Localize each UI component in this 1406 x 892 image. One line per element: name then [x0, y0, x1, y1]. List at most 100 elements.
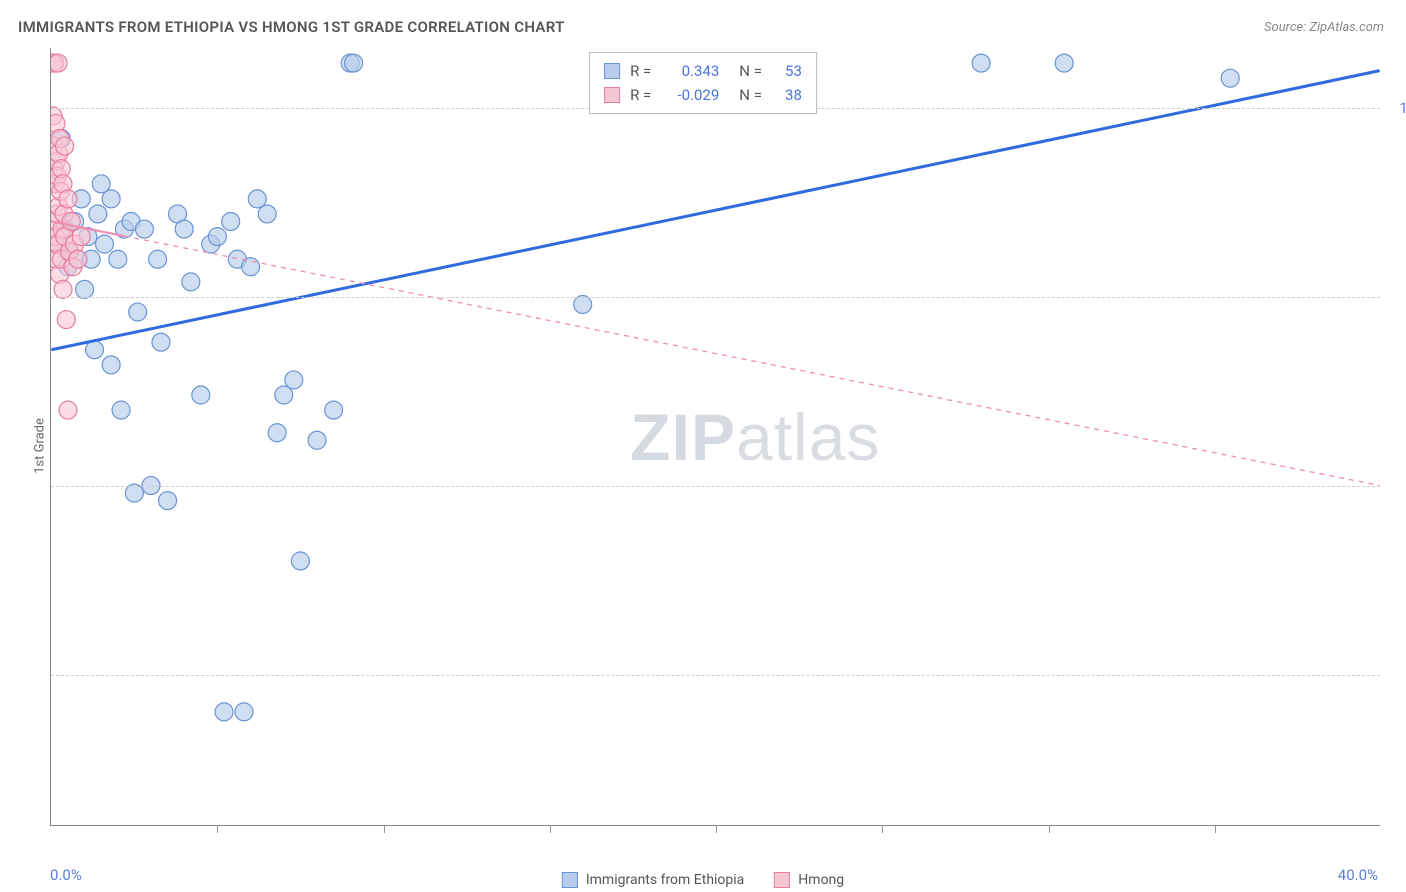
hmong-point — [72, 228, 90, 246]
hmong-point — [57, 311, 75, 329]
ethiopia-point — [115, 220, 133, 238]
ethiopia-point — [95, 235, 113, 253]
y-tick-label: 100.0% — [1388, 99, 1406, 117]
y-tick-label: 97.5% — [1388, 288, 1406, 306]
watermark-atlas: atlas — [736, 400, 880, 474]
stats-n-value: 38 — [772, 83, 802, 107]
ethiopia-point — [308, 431, 326, 449]
ethiopia-point — [1221, 69, 1239, 87]
stats-r-label: R = — [630, 83, 651, 107]
hmong-point — [51, 235, 67, 253]
ethiopia-point — [972, 54, 990, 72]
hmong-legend-swatch-icon — [774, 872, 790, 888]
ethiopia-point — [228, 250, 246, 268]
ethiopia-point — [192, 386, 210, 404]
ethiopia-point — [89, 205, 107, 223]
hmong-point — [51, 205, 66, 223]
hmong-point — [54, 280, 72, 298]
bottom-legend: Immigrants from Ethiopia Hmong — [562, 872, 844, 888]
grid-line — [51, 486, 1380, 487]
ethiopia-point — [52, 130, 70, 148]
ethiopia-point — [59, 258, 77, 276]
ethiopia-point — [169, 205, 187, 223]
ethiopia-point — [175, 220, 193, 238]
ethiopia-point — [182, 273, 200, 291]
x-tick — [550, 825, 551, 833]
hmong-point — [59, 190, 77, 208]
ethiopia-point — [72, 190, 90, 208]
ethiopia-point — [86, 341, 104, 359]
legend-label: Hmong — [798, 872, 844, 888]
x-axis-min-label: 0.0% — [50, 866, 82, 884]
source-label: Source: ZipAtlas.com — [1264, 20, 1384, 35]
hmong-point — [66, 235, 84, 253]
legend-item-ethiopia: Immigrants from Ethiopia — [562, 872, 744, 888]
x-tick — [384, 825, 385, 833]
hmong-point — [53, 220, 71, 238]
hmong-point — [51, 137, 63, 155]
ethiopia-point — [135, 220, 153, 238]
stats-box: R =0.343N =53R =-0.029N =38 — [589, 52, 817, 114]
ethiopia-point — [102, 356, 120, 374]
hmong-point — [51, 228, 64, 246]
ethiopia-point — [51, 235, 67, 253]
ethiopia-point — [1055, 54, 1073, 72]
stats-n-label: N = — [739, 83, 762, 107]
ethiopia-point — [208, 228, 226, 246]
ethiopia-point — [76, 280, 94, 298]
hmong-point — [52, 160, 70, 178]
hmong-point — [51, 145, 68, 163]
ethiopia-swatch-icon — [604, 63, 620, 79]
hmong-point — [64, 258, 82, 276]
hmong-point — [55, 205, 73, 223]
ethiopia-point — [56, 220, 74, 238]
hmong-point — [51, 160, 63, 178]
hmong-point — [51, 152, 65, 170]
hmong-point — [51, 213, 64, 231]
hmong-point — [56, 137, 74, 155]
hmong-point — [54, 175, 72, 193]
ethiopia-point — [235, 703, 253, 721]
hmong-point — [59, 401, 77, 419]
hmong-trend-dashed — [124, 236, 1379, 486]
hmong-point — [69, 250, 87, 268]
ethiopia-point — [59, 243, 77, 261]
legend-label: Immigrants from Ethiopia — [586, 872, 744, 888]
hmong-point — [51, 54, 62, 72]
x-tick — [882, 825, 883, 833]
ethiopia-point — [92, 175, 110, 193]
hmong-point — [51, 167, 66, 185]
ethiopia-point — [202, 235, 220, 253]
legend-item-hmong: Hmong — [774, 872, 844, 888]
ethiopia-point — [149, 250, 167, 268]
ethiopia-point — [102, 190, 120, 208]
hmong-swatch-icon — [604, 87, 620, 103]
x-tick — [1049, 825, 1050, 833]
plot-area: ZIPatlas 92.5%95.0%97.5%100.0% — [50, 48, 1380, 826]
hmong-point — [51, 114, 65, 132]
x-tick — [1215, 825, 1216, 833]
chart-title: IMMIGRANTS FROM ETHIOPIA VS HMONG 1ST GR… — [18, 18, 565, 36]
x-tick — [217, 825, 218, 833]
ethiopia-point — [152, 333, 170, 351]
ethiopia-point — [159, 492, 177, 510]
hmong-point — [61, 243, 79, 261]
ethiopia-point — [82, 250, 100, 268]
chart-svg — [51, 48, 1380, 825]
y-axis-title: 1st Grade — [32, 418, 47, 474]
hmong-point — [51, 54, 67, 72]
stats-n-label: N = — [739, 59, 762, 83]
ethiopia-point — [66, 213, 84, 231]
watermark: ZIPatlas — [630, 399, 880, 475]
stats-r-value: -0.029 — [661, 83, 719, 107]
hmong-point — [51, 197, 68, 215]
ethiopia-point — [325, 401, 343, 419]
ethiopia-point — [112, 401, 130, 419]
x-tick — [716, 825, 717, 833]
ethiopia-point — [285, 371, 303, 389]
hmong-point — [51, 235, 63, 253]
hmong-trend-solid — [51, 222, 124, 237]
ethiopia-point — [69, 250, 87, 268]
watermark-zip: ZIP — [630, 400, 736, 474]
ethiopia-legend-swatch-icon — [562, 872, 578, 888]
